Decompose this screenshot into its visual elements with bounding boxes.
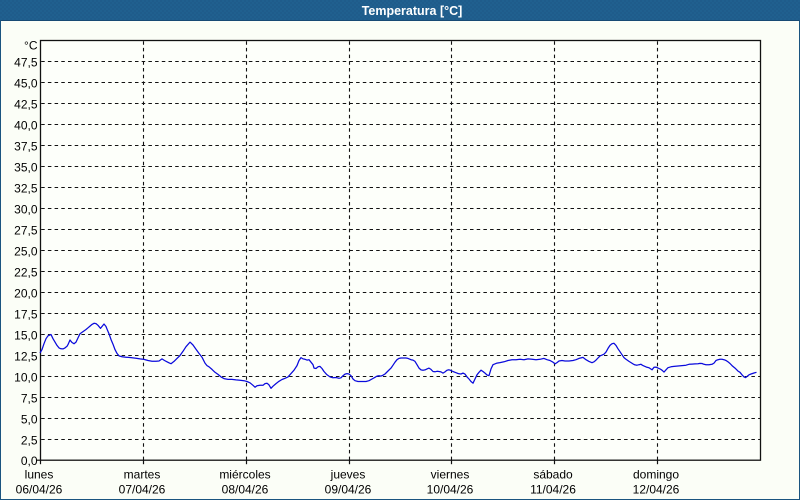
svg-text:30,0: 30,0 xyxy=(14,203,38,217)
svg-text:25,0: 25,0 xyxy=(14,245,38,259)
svg-text:viernes: viernes xyxy=(431,468,470,482)
svg-text:09/04/26: 09/04/26 xyxy=(325,483,372,497)
svg-text:0,0: 0,0 xyxy=(21,454,38,468)
svg-text:35,0: 35,0 xyxy=(14,161,38,175)
svg-text:sábado: sábado xyxy=(533,468,573,482)
svg-text:37,5: 37,5 xyxy=(14,140,38,154)
svg-text:07/04/26: 07/04/26 xyxy=(119,483,166,497)
svg-text:5,0: 5,0 xyxy=(21,413,38,427)
svg-text:42,5: 42,5 xyxy=(14,98,38,112)
svg-text:27,5: 27,5 xyxy=(14,224,38,238)
svg-text:Temperatura [°C]: Temperatura [°C] xyxy=(362,4,463,18)
svg-text:20,0: 20,0 xyxy=(14,287,38,301)
svg-text:12,5: 12,5 xyxy=(14,350,38,364)
svg-text:martes: martes xyxy=(124,468,161,482)
svg-text:miércoles: miércoles xyxy=(219,468,270,482)
svg-text:12/04/26: 12/04/26 xyxy=(633,483,680,497)
svg-text:10,0: 10,0 xyxy=(14,371,38,385)
svg-text:2,5: 2,5 xyxy=(21,434,38,448)
svg-text:15,0: 15,0 xyxy=(14,329,38,343)
svg-text:7,5: 7,5 xyxy=(21,392,38,406)
svg-text:47,5: 47,5 xyxy=(14,56,38,70)
svg-text:11/04/26: 11/04/26 xyxy=(530,483,576,497)
svg-text:10/04/26: 10/04/26 xyxy=(427,483,474,497)
svg-text:°C: °C xyxy=(24,39,38,53)
svg-text:22,5: 22,5 xyxy=(14,266,38,280)
svg-text:17,5: 17,5 xyxy=(14,308,38,322)
svg-text:08/04/26: 08/04/26 xyxy=(222,483,269,497)
svg-text:06/04/26: 06/04/26 xyxy=(16,483,63,497)
svg-text:45,0: 45,0 xyxy=(14,77,38,91)
svg-text:32,5: 32,5 xyxy=(14,182,38,196)
svg-text:jueves: jueves xyxy=(330,468,366,482)
svg-text:40,0: 40,0 xyxy=(14,119,38,133)
svg-text:domingo: domingo xyxy=(633,468,679,482)
svg-text:lunes: lunes xyxy=(25,468,54,482)
